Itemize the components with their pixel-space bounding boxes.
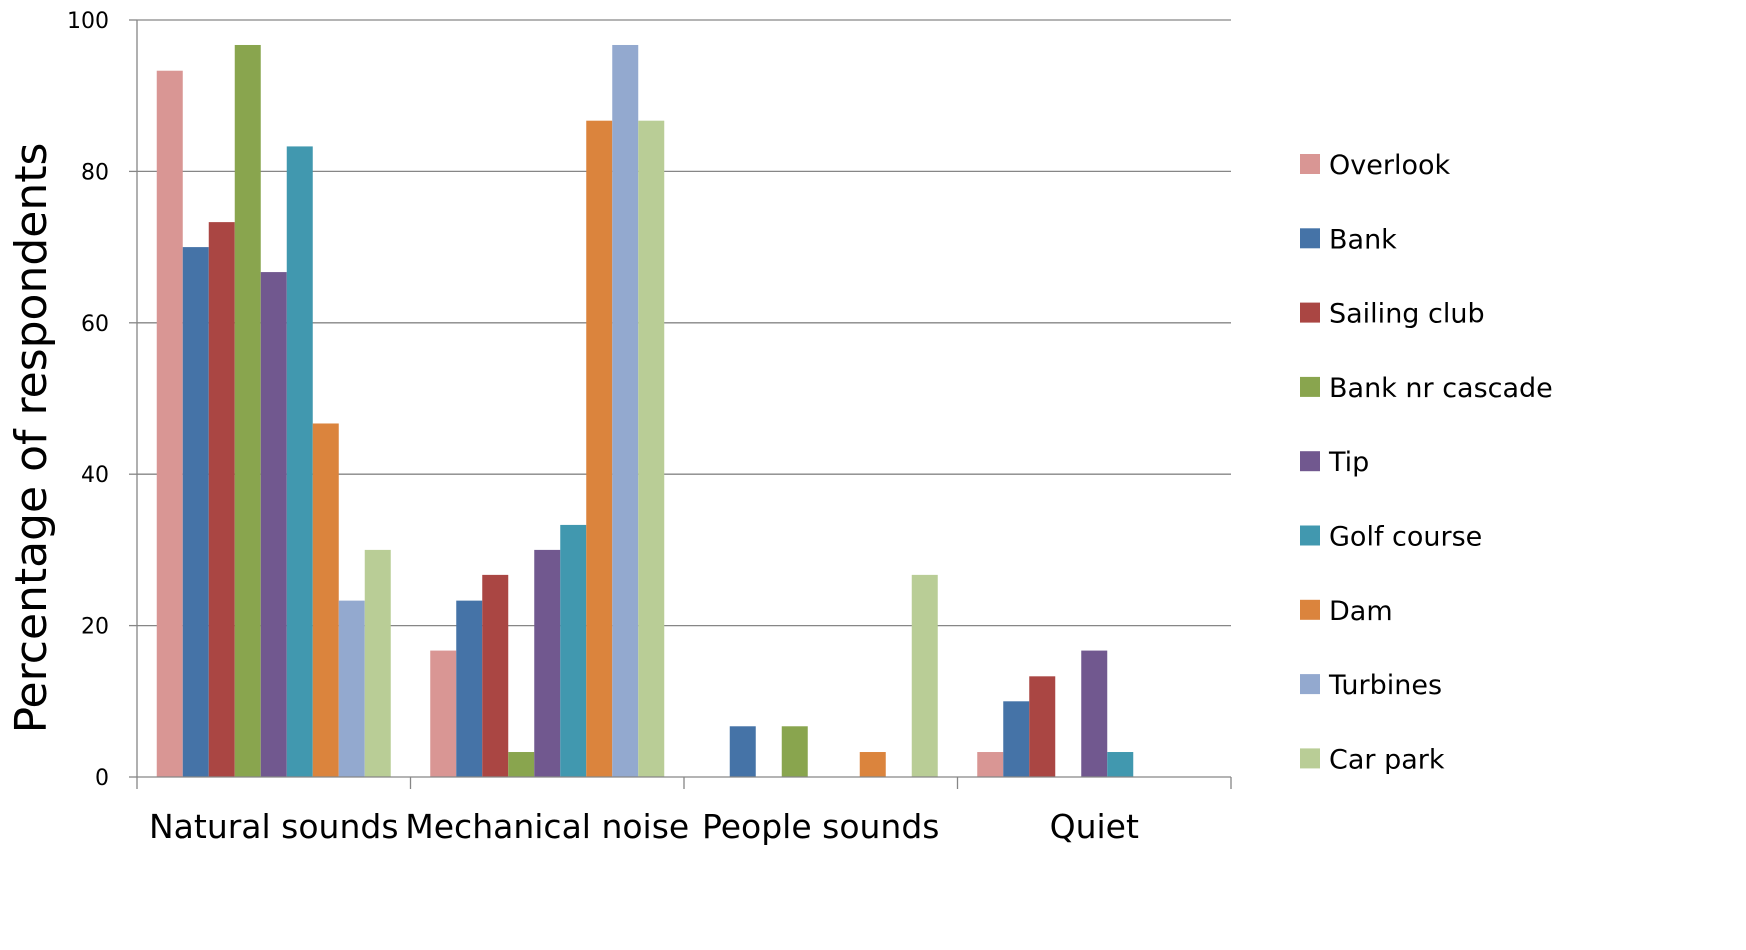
- x-tick-labels: Natural sounds Mechanical noise People sou…: [149, 807, 1139, 846]
- bar: [1081, 650, 1108, 777]
- legend-label: Dam: [1329, 596, 1393, 627]
- legend-swatch: [1300, 376, 1320, 397]
- axes: [129, 19, 1232, 789]
- legend-label: Car park: [1329, 744, 1445, 775]
- y-tick-label: 80: [81, 160, 109, 185]
- legend-swatch: [1300, 748, 1320, 769]
- legend-label: Turbines: [1328, 670, 1442, 701]
- bar: [859, 752, 886, 777]
- bar: [612, 44, 639, 777]
- y-tick-label: 60: [81, 312, 109, 337]
- bar: [1107, 752, 1134, 777]
- bar: [729, 726, 756, 777]
- legend: Overlook Bank Sailing club Bank nr cascade T…: [1300, 150, 1553, 775]
- legend-swatch: [1300, 451, 1320, 472]
- y-tick-label: 20: [81, 615, 109, 640]
- legend-item: Tip: [1300, 447, 1369, 478]
- legend-label: Sailing club: [1329, 299, 1485, 330]
- y-tick-label: 100: [67, 9, 109, 34]
- bars: [156, 44, 1134, 778]
- bar: [182, 247, 209, 778]
- bar: [781, 726, 808, 777]
- legend-label: Overlook: [1329, 150, 1450, 181]
- bar: [1003, 701, 1030, 777]
- legend-label: Bank: [1329, 224, 1397, 255]
- bar: [534, 549, 561, 777]
- bar: [456, 600, 483, 777]
- y-tick-label: 40: [81, 463, 109, 488]
- bar: [638, 120, 665, 777]
- legend-swatch: [1300, 599, 1320, 620]
- bar: [234, 44, 261, 777]
- y-tick-labels: 0 20 40 60 80 100: [67, 9, 109, 791]
- x-tick-label: Natural sounds: [149, 807, 399, 846]
- legend-item: Sailing club: [1300, 299, 1485, 330]
- y-tick-label: 0: [95, 766, 109, 791]
- bar: [156, 70, 183, 778]
- bar: [286, 146, 313, 777]
- bar: [586, 120, 613, 777]
- legend-swatch: [1300, 525, 1320, 546]
- legend-item: Dam: [1300, 596, 1393, 627]
- legend-item: Car park: [1300, 744, 1445, 775]
- bar: [508, 752, 535, 777]
- legend-item: Turbines: [1300, 670, 1442, 701]
- legend-item: Bank nr cascade: [1300, 373, 1553, 404]
- bar: [312, 423, 339, 777]
- bar: [430, 650, 457, 777]
- bar: [482, 574, 509, 777]
- bar: [364, 549, 391, 777]
- x-tick-label: People sounds: [702, 807, 939, 846]
- x-tick-label: Mechanical noise: [405, 807, 689, 846]
- bar: [208, 222, 235, 777]
- bar: [338, 600, 365, 777]
- legend-label: Golf course: [1329, 522, 1482, 553]
- bar: [560, 524, 587, 777]
- legend-swatch: [1300, 674, 1320, 695]
- bar: [911, 574, 938, 777]
- legend-item: Bank: [1300, 224, 1397, 255]
- legend-swatch: [1300, 302, 1320, 323]
- bar: [977, 752, 1004, 777]
- x-tick-label: Quiet: [1050, 807, 1139, 846]
- legend-swatch: [1300, 154, 1320, 174]
- legend-swatch: [1300, 228, 1320, 249]
- legend-item: Golf course: [1300, 522, 1482, 553]
- legend-label: Tip: [1328, 447, 1369, 478]
- bar: [1029, 676, 1056, 777]
- legend-item: Overlook: [1300, 150, 1450, 181]
- bar: [260, 272, 287, 777]
- y-axis-label: Percentage of respondents: [6, 143, 57, 734]
- legend-label: Bank nr cascade: [1329, 373, 1553, 404]
